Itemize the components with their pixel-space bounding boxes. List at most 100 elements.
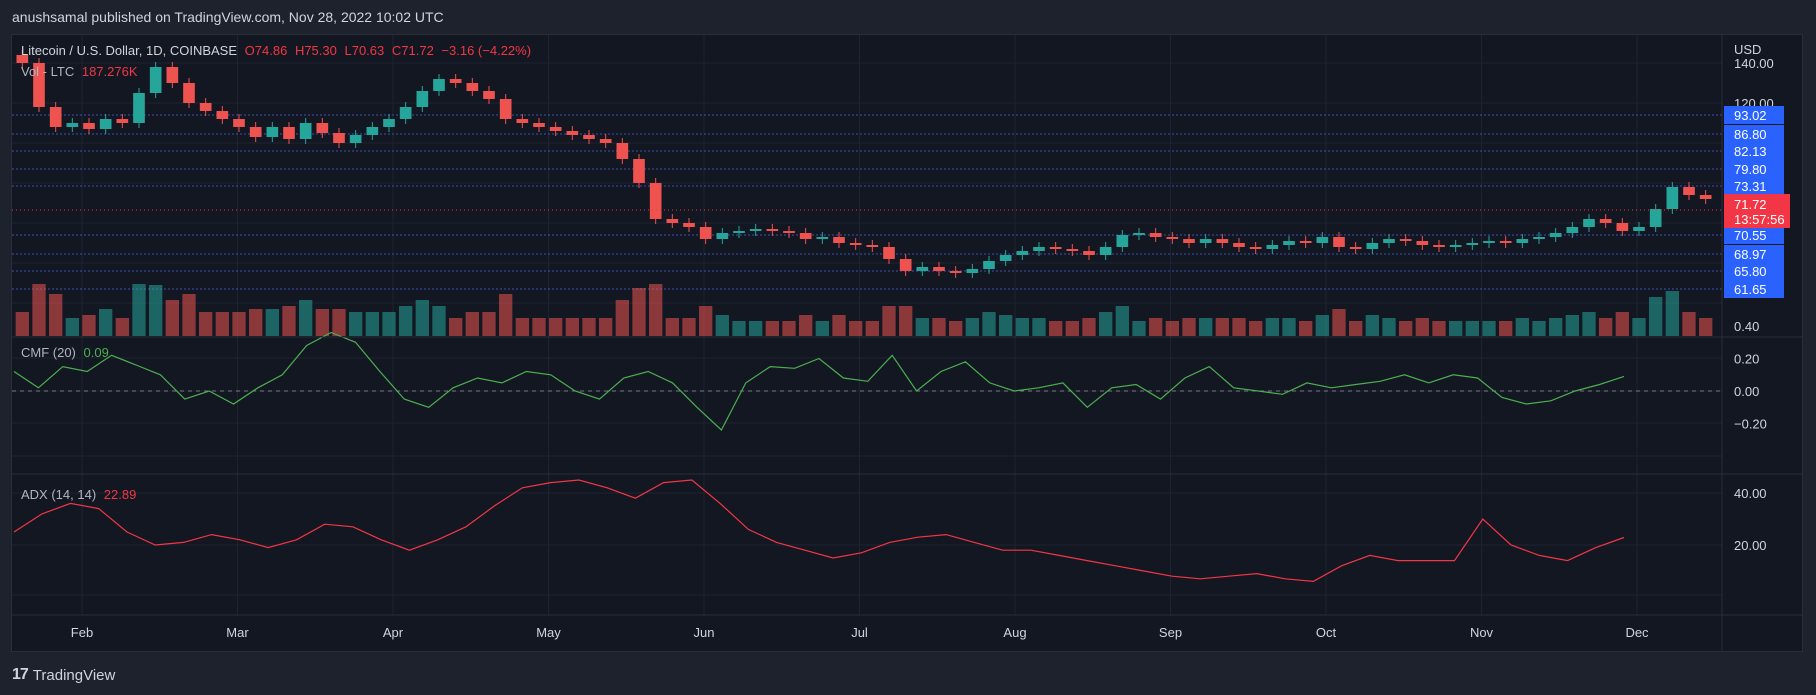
level-badge-label: 61.65 — [1734, 282, 1767, 297]
candle-body — [699, 227, 712, 239]
volume-bar — [499, 294, 513, 336]
volume-bar — [65, 318, 79, 336]
main-legend: Litecoin / U.S. Dollar, 1D, COINBASE O74… — [21, 43, 535, 58]
volume-bar — [1149, 318, 1163, 336]
candle-body — [1599, 219, 1612, 223]
candle-body — [1033, 247, 1045, 251]
volume-bar — [1015, 318, 1029, 336]
candle-body — [1399, 239, 1412, 241]
candle-body — [1466, 243, 1479, 245]
volume-bar — [915, 318, 929, 336]
volume-bar — [1682, 312, 1696, 336]
volume-bar — [282, 306, 296, 336]
candle-body — [266, 127, 279, 137]
volume-bar — [1532, 321, 1546, 336]
volume-bar — [432, 306, 446, 336]
volume-bar — [415, 300, 429, 336]
volume-bar — [665, 318, 679, 336]
cmf-legend: CMF (20) 0.09 — [21, 345, 113, 360]
adx-value: 22.89 — [103, 487, 137, 502]
chart-frame[interactable]: USD 140.00 120.00 93.02 86.80 82.13 79.80 73.… — [11, 34, 1803, 652]
time-axis-label: Nov — [1470, 625, 1494, 640]
volume-bar — [1249, 321, 1263, 336]
volume-bar — [782, 321, 796, 336]
volume-bar — [882, 306, 896, 336]
volume-bar — [532, 318, 546, 336]
volume-bar — [132, 284, 146, 336]
volume-bar — [899, 306, 913, 336]
volume-bar — [1665, 291, 1679, 336]
volume-bar — [1449, 321, 1463, 336]
volume-bar — [1182, 318, 1196, 336]
candle-body — [299, 123, 312, 139]
adx-legend: ADX (14, 14) 22.89 — [21, 487, 140, 502]
time-axis-label: Oct — [1316, 625, 1337, 640]
level-badge-label: 82.13 — [1734, 144, 1767, 159]
ohlc-close: C71.72 — [391, 43, 434, 58]
volume-bar — [232, 312, 246, 336]
volume-bar — [215, 312, 229, 336]
candle-body — [199, 103, 212, 111]
adx-series — [13, 479, 1625, 583]
volume-bar — [1065, 321, 1079, 336]
level-badge-label: 70.55 — [1734, 228, 1767, 243]
symbol-title: Litecoin / U.S. Dollar, 1D, COINBASE — [21, 43, 238, 58]
candle-body — [366, 127, 379, 135]
level-badge — [1724, 177, 1784, 195]
time-axis-label: Aug — [1003, 625, 1026, 640]
volume-bar — [582, 318, 596, 336]
candle-body — [566, 131, 579, 135]
candle-body — [133, 93, 145, 123]
candle-body — [466, 83, 479, 91]
candle-body — [816, 237, 829, 239]
level-badges: 93.02 86.80 82.13 79.80 73.31 70.55 68.97 65.80… — [1724, 106, 1784, 298]
footer-brand[interactable]: 17 TradingView — [12, 664, 115, 686]
last-price-countdown: 13:57:56 — [1734, 212, 1785, 227]
level-badge-label: 93.02 — [1734, 108, 1767, 123]
volume-label: Vol - LTC — [21, 64, 75, 79]
volume-bar — [982, 312, 996, 336]
candle-body — [933, 267, 945, 271]
volume-bar — [165, 300, 179, 336]
candle-body — [1149, 233, 1162, 237]
candle-body — [1083, 251, 1095, 255]
candle-body — [733, 231, 745, 233]
volume-bar — [1699, 318, 1713, 336]
candle-body — [1316, 237, 1329, 243]
volume-bar — [632, 288, 646, 336]
candlestick-series — [16, 50, 1712, 278]
candle-body — [216, 111, 229, 119]
candle-body — [66, 123, 79, 127]
volume-bar — [482, 312, 496, 336]
candle-body — [49, 107, 62, 127]
candle-body — [83, 123, 95, 129]
candle-body — [1116, 235, 1129, 247]
candle-body — [549, 127, 562, 131]
volume-bar — [1415, 318, 1429, 336]
top-bar: anushsamal published on TradingView.com,… — [0, 0, 1816, 34]
candle-body — [833, 237, 845, 243]
candle-body — [1216, 239, 1229, 243]
volume-bar — [1349, 321, 1363, 336]
volume-bar — [249, 309, 263, 336]
volume-bar — [1082, 318, 1096, 336]
volume-bar — [1199, 318, 1213, 336]
level-badge — [1724, 160, 1784, 178]
candle-body — [683, 223, 695, 227]
candle-body — [433, 79, 445, 91]
volume-bar — [1365, 315, 1379, 336]
candle-body — [799, 233, 812, 239]
candle-body — [1049, 247, 1062, 249]
volume-bar — [182, 294, 196, 336]
adx-label: ADX (14, 14) — [21, 487, 97, 502]
candle-body — [1016, 251, 1029, 255]
candle-body — [983, 261, 995, 269]
cmf-pane[interactable] — [12, 338, 1722, 474]
level-badge-label: 65.80 — [1734, 264, 1767, 279]
candle-body — [1383, 239, 1395, 243]
candle-body — [1516, 239, 1529, 243]
candle-body — [866, 245, 879, 247]
candle-body — [883, 247, 895, 259]
time-axis-label: Apr — [383, 625, 404, 640]
